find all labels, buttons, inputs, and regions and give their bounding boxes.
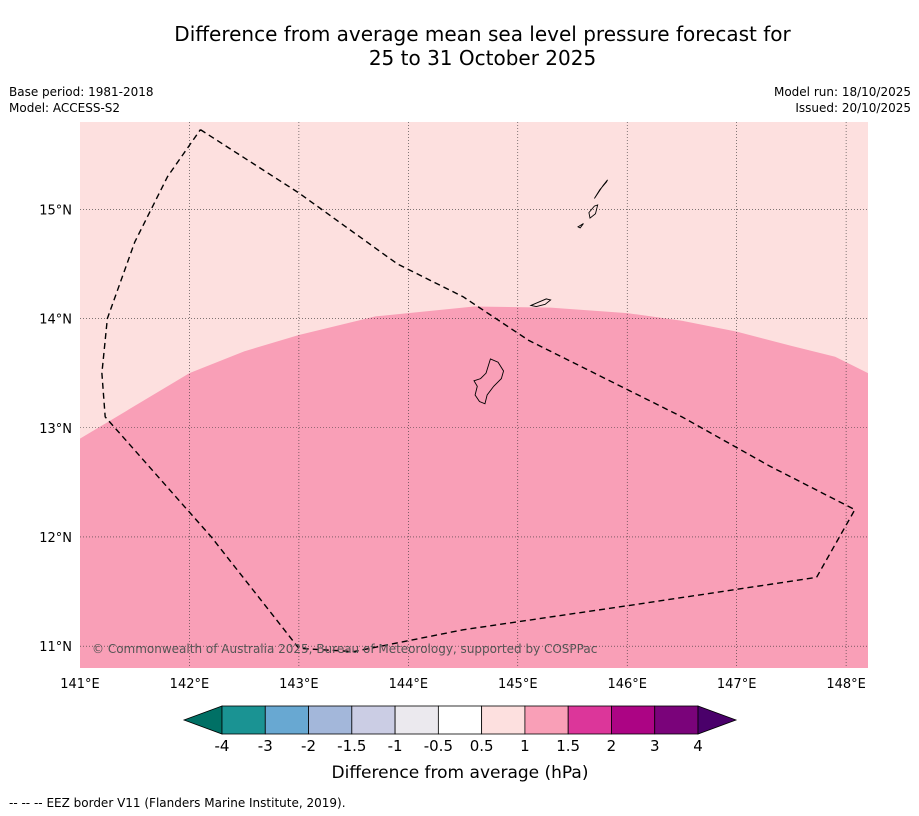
island-outline (529, 298, 552, 308)
lon-tick-label: 144°E (389, 677, 429, 692)
colorbar-segment (437, 705, 483, 735)
model-name: Model: ACCESS-S2 (9, 101, 121, 115)
copyright-text: © Commonwealth of Australia 2025, Bureau… (92, 642, 597, 656)
lat-tick-label: 11°N (39, 640, 72, 655)
lat-tick-label: 13°N (39, 422, 72, 437)
footer-legend: -- -- -- EEZ border V11 (Flanders Marine… (9, 796, 346, 810)
colorbar-segment (567, 705, 612, 735)
colorbar-tick-label: 1.5 (556, 737, 580, 755)
islands (473, 179, 608, 405)
meta-right: Model run: 18/10/2025 Issued: 20/10/2025 (774, 84, 911, 116)
lon-tick-label: 146°E (607, 677, 647, 692)
colorbar-tick-label: -2 (301, 737, 316, 755)
lon-tick-label: 141°E (60, 677, 100, 692)
base-period: Base period: 1981-2018 (9, 85, 154, 99)
lon-tick-label: 148°E (826, 677, 866, 692)
colorbar-tick-label: 2 (607, 737, 617, 755)
colorbar-segment (308, 705, 353, 735)
colorbar-tick-label: 0.5 (470, 737, 494, 755)
anomaly-contour-region (80, 306, 868, 668)
colorbar-tick-label: -0.5 (424, 737, 453, 755)
colorbar-segment (524, 705, 569, 735)
lat-tick-label: 12°N (39, 531, 72, 546)
colorbar-tick-label: 4 (693, 737, 703, 755)
colorbar-segment (264, 705, 309, 735)
chart-title: Difference from average mean sea level p… (60, 22, 905, 70)
title-line-1: Difference from average mean sea level p… (174, 22, 791, 46)
colorbar-segment (481, 705, 526, 735)
colorbar: -4 -3 -2 -1.5 -1 -0.5 0.5 1 1.5 2 3 4 (182, 705, 738, 755)
lon-tick-label: 145°E (498, 677, 538, 692)
colorbar-tick-label: -4 (215, 737, 230, 755)
colorbar-tick-label: -1 (388, 737, 403, 755)
lon-tick-label: 147°E (717, 677, 757, 692)
gridlines (80, 122, 868, 668)
colorbar-high-extension (697, 705, 738, 735)
colorbar-title: Difference from average (hPa) (332, 763, 589, 783)
island-outline (588, 204, 599, 219)
colorbar-tick-label: 1 (520, 737, 530, 755)
issued-date: Issued: 20/10/2025 (795, 101, 911, 115)
colorbar-tick-label: -1.5 (337, 737, 366, 755)
island-outline (473, 358, 505, 405)
colorbar-tick-label: 3 (650, 737, 660, 755)
island-outline (594, 179, 608, 199)
lon-tick-label: 143°E (279, 677, 319, 692)
colorbar-segment (394, 705, 439, 735)
axis-ticks: 141°E 142°E 143°E 144°E 145°E 146°E 147°E 148°E… (39, 203, 866, 692)
colorbar-low-extension (182, 705, 223, 735)
eez-border-line (101, 129, 856, 653)
colorbar-tick-label: -3 (258, 737, 273, 755)
eez-legend-text: EEZ border V11 (Flanders Marine Institut… (46, 796, 346, 810)
colorbar-segment (654, 705, 699, 735)
lon-tick-label: 142°E (170, 677, 210, 692)
meta-left: Base period: 1981-2018 Model: ACCESS-S2 (9, 84, 154, 116)
island-outline (577, 223, 584, 229)
lat-tick-label: 15°N (39, 203, 72, 218)
colorbar-segment (611, 705, 656, 735)
model-run: Model run: 18/10/2025 (773, 85, 911, 99)
colorbar-segment (351, 705, 396, 735)
title-line-2: 25 to 31 October 2025 (368, 46, 597, 70)
lat-tick-label: 14°N (39, 313, 72, 328)
eez-legend-symbol: -- -- -- (9, 796, 43, 810)
colorbar-segment (221, 705, 266, 735)
